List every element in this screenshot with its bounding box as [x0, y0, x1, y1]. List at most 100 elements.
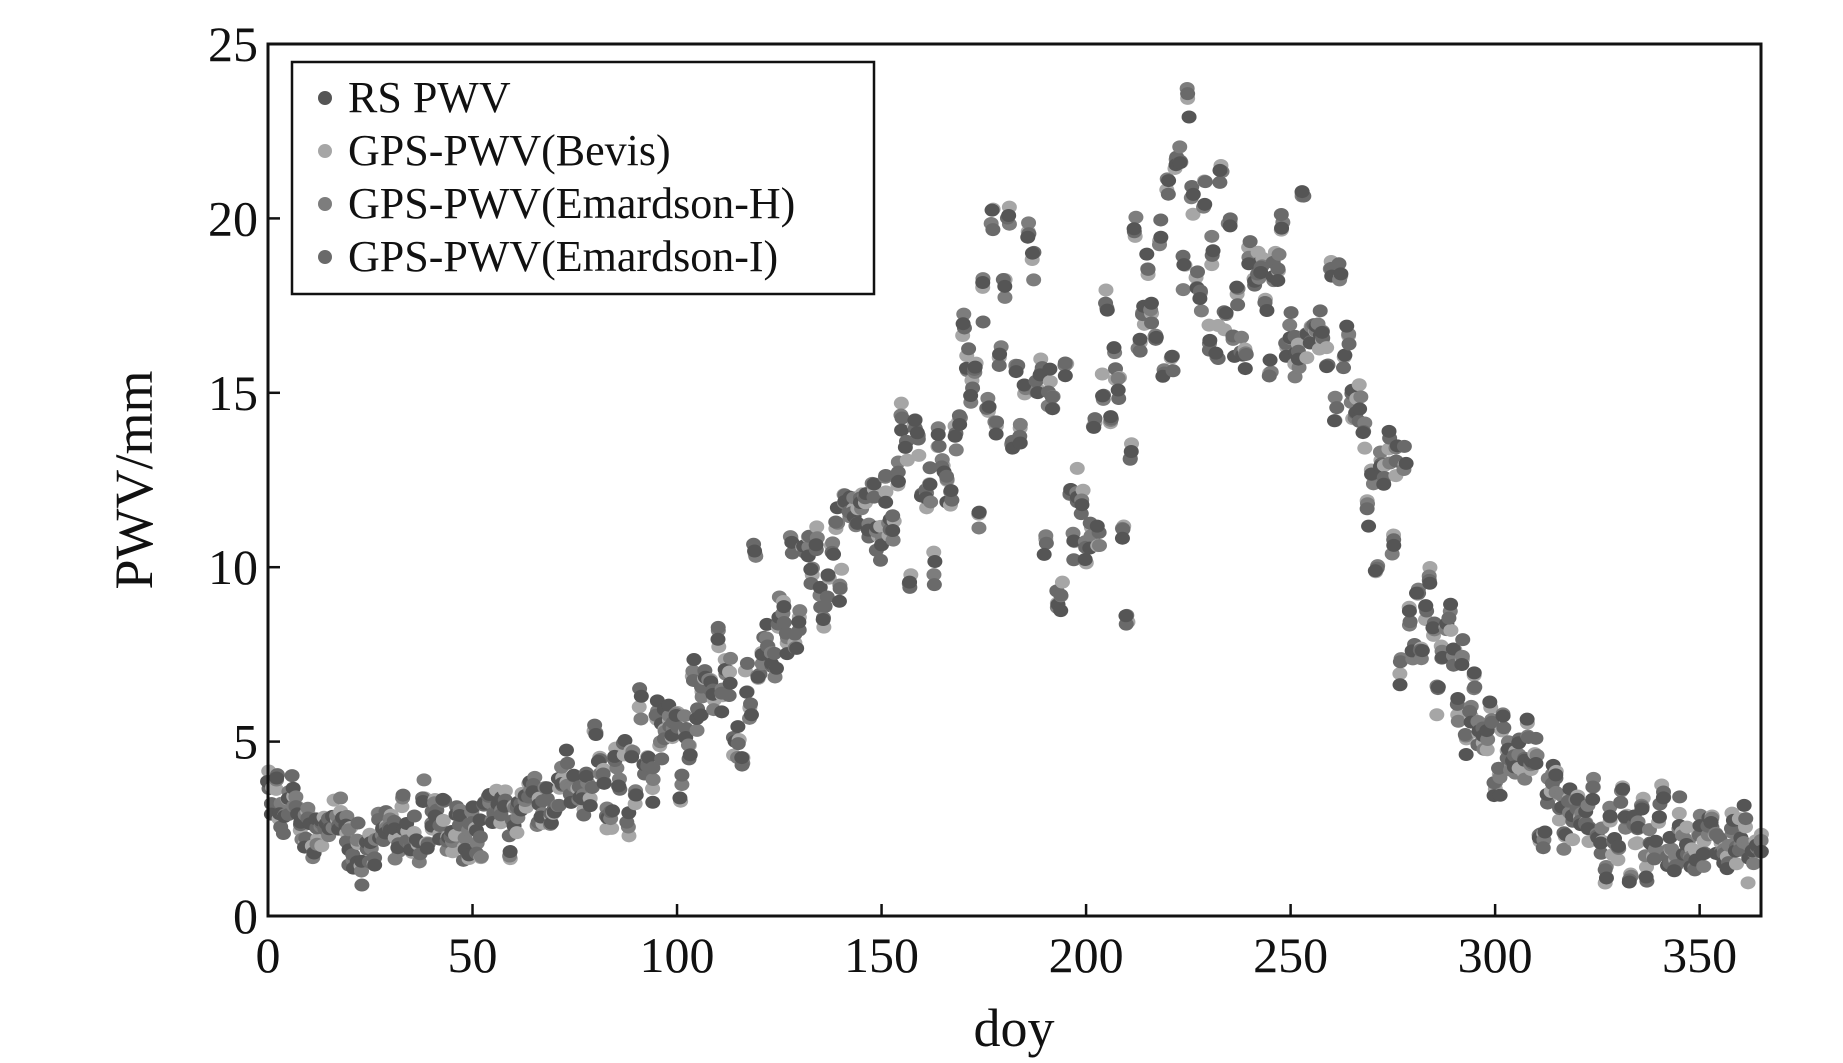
point-gps-pwv-emardson-i	[1496, 721, 1512, 735]
point-rs-pwv	[1569, 792, 1585, 806]
point-rs-pwv	[1634, 802, 1650, 816]
point-rs-pwv	[1016, 378, 1032, 392]
point-rs-pwv	[791, 615, 807, 629]
y-tick-label: 5	[233, 714, 258, 770]
point-gps-pwv-bevis	[1551, 813, 1567, 827]
point-rs-pwv	[1218, 306, 1234, 320]
point-rs-pwv	[558, 743, 574, 757]
point-rs-pwv	[1482, 695, 1498, 709]
point-gps-pwv-emardson-h	[885, 533, 901, 547]
point-rs-pwv	[1736, 798, 1752, 812]
point-gps-pwv-emardson-i	[1613, 795, 1629, 809]
point-rs-pwv	[943, 484, 959, 498]
point-gps-pwv-emardson-h	[1327, 390, 1343, 404]
point-rs-pwv	[902, 575, 918, 589]
point-gps-pwv-emardson-i	[1359, 502, 1375, 516]
point-gps-pwv-bevis	[604, 821, 620, 835]
point-gps-pwv-emardson-i	[1528, 731, 1544, 745]
point-rs-pwv	[1123, 444, 1139, 458]
point-rs-pwv	[1294, 185, 1310, 199]
point-rs-pwv	[1651, 810, 1667, 824]
point-gps-pwv-emardson-i	[1053, 588, 1069, 602]
point-gps-pwv-emardson-i	[739, 656, 755, 670]
point-rs-pwv	[1042, 362, 1058, 376]
x-tick-label: 200	[1049, 927, 1124, 983]
data-points	[260, 81, 1769, 892]
point-gps-pwv-emardson-i	[985, 223, 1001, 237]
point-gps-pwv-emardson-i	[1212, 175, 1228, 189]
point-gps-pwv-emardson-i	[1341, 337, 1357, 351]
plot-frame	[266, 42, 1763, 918]
point-rs-pwv	[1036, 547, 1052, 561]
y-tick-label: 10	[208, 539, 258, 595]
point-rs-pwv	[992, 347, 1008, 361]
point-gps-pwv-bevis	[1443, 623, 1459, 637]
point-rs-pwv	[686, 653, 702, 667]
point-gps-pwv-bevis	[1429, 708, 1445, 722]
point-rs-pwv	[1703, 816, 1719, 830]
point-gps-pwv-emardson-i	[878, 468, 894, 482]
point-rs-pwv	[1110, 383, 1126, 397]
point-rs-pwv	[730, 720, 746, 734]
point-rs-pwv	[1414, 644, 1430, 658]
point-gps-pwv-bevis	[1094, 367, 1110, 381]
point-gps-pwv-emardson-h	[1696, 859, 1712, 873]
point-rs-pwv	[1020, 230, 1036, 244]
point-rs-pwv	[1114, 531, 1130, 545]
point-rs-pwv	[435, 792, 451, 806]
point-rs-pwv	[1615, 782, 1631, 796]
point-rs-pwv	[1253, 265, 1269, 279]
point-gps-pwv-bevis	[1728, 857, 1744, 871]
point-gps-pwv-bevis	[631, 700, 647, 714]
point-rs-pwv	[1492, 788, 1508, 802]
point-gps-pwv-emardson-i	[1273, 208, 1289, 222]
point-gps-pwv-bevis	[497, 784, 513, 798]
point-rs-pwv	[1222, 219, 1238, 233]
point-gps-pwv-bevis	[722, 665, 738, 679]
point-gps-pwv-emardson-i	[576, 808, 592, 822]
point-rs-pwv	[1450, 691, 1466, 705]
point-rs-pwv	[1106, 341, 1122, 355]
point-gps-pwv-emardson-i	[674, 768, 690, 782]
point-rs-pwv	[1648, 834, 1664, 848]
point-gps-pwv-emardson-h	[1021, 216, 1037, 230]
point-rs-pwv	[1262, 353, 1278, 367]
point-rs-pwv	[710, 632, 726, 646]
point-rs-pwv	[1392, 678, 1408, 692]
point-rs-pwv	[1630, 820, 1646, 834]
x-tick-label: 50	[448, 927, 498, 983]
point-gps-pwv-emardson-i	[766, 646, 782, 660]
point-gps-pwv-emardson-h	[1746, 857, 1762, 871]
point-rs-pwv	[1443, 597, 1459, 611]
point-rs-pwv	[452, 808, 468, 822]
point-rs-pwv	[1099, 303, 1115, 317]
point-gps-pwv-bevis	[1054, 575, 1070, 589]
point-rs-pwv	[1458, 748, 1474, 762]
point-gps-pwv-emardson-i	[1238, 347, 1254, 361]
legend-box	[290, 60, 876, 296]
point-rs-pwv	[1333, 267, 1349, 281]
point-gps-pwv-emardson-i	[1242, 235, 1258, 249]
legend: RS PWV GPS-PWV(Bevis) GPS-PWV(Emardson-H…	[290, 60, 876, 296]
point-gps-pwv-emardson-i	[472, 830, 488, 844]
point-gps-pwv-bevis	[926, 545, 942, 559]
x-tick-label: 250	[1253, 927, 1328, 983]
point-gps-pwv-emardson-h	[971, 521, 987, 535]
point-gps-pwv-emardson-h	[674, 778, 690, 792]
x-tick-label: 0	[256, 927, 281, 983]
point-gps-pwv-emardson-i	[743, 697, 759, 711]
point-rs-pwv	[997, 279, 1013, 293]
point-rs-pwv	[930, 428, 946, 442]
point-gps-pwv-emardson-i	[284, 769, 300, 783]
point-rs-pwv	[1192, 291, 1208, 305]
point-gps-pwv-emardson-i	[1336, 361, 1352, 375]
point-gps-pwv-emardson-h	[1110, 371, 1126, 385]
point-gps-pwv-bevis	[1565, 833, 1581, 847]
point-gps-pwv-bevis	[1740, 876, 1756, 890]
point-rs-pwv	[808, 538, 824, 552]
point-gps-pwv-emardson-h	[997, 290, 1013, 304]
point-rs-pwv	[1143, 296, 1159, 310]
point-rs-pwv	[1638, 870, 1654, 884]
point-gps-pwv-bevis	[1610, 853, 1626, 867]
point-rs-pwv	[1398, 456, 1414, 470]
